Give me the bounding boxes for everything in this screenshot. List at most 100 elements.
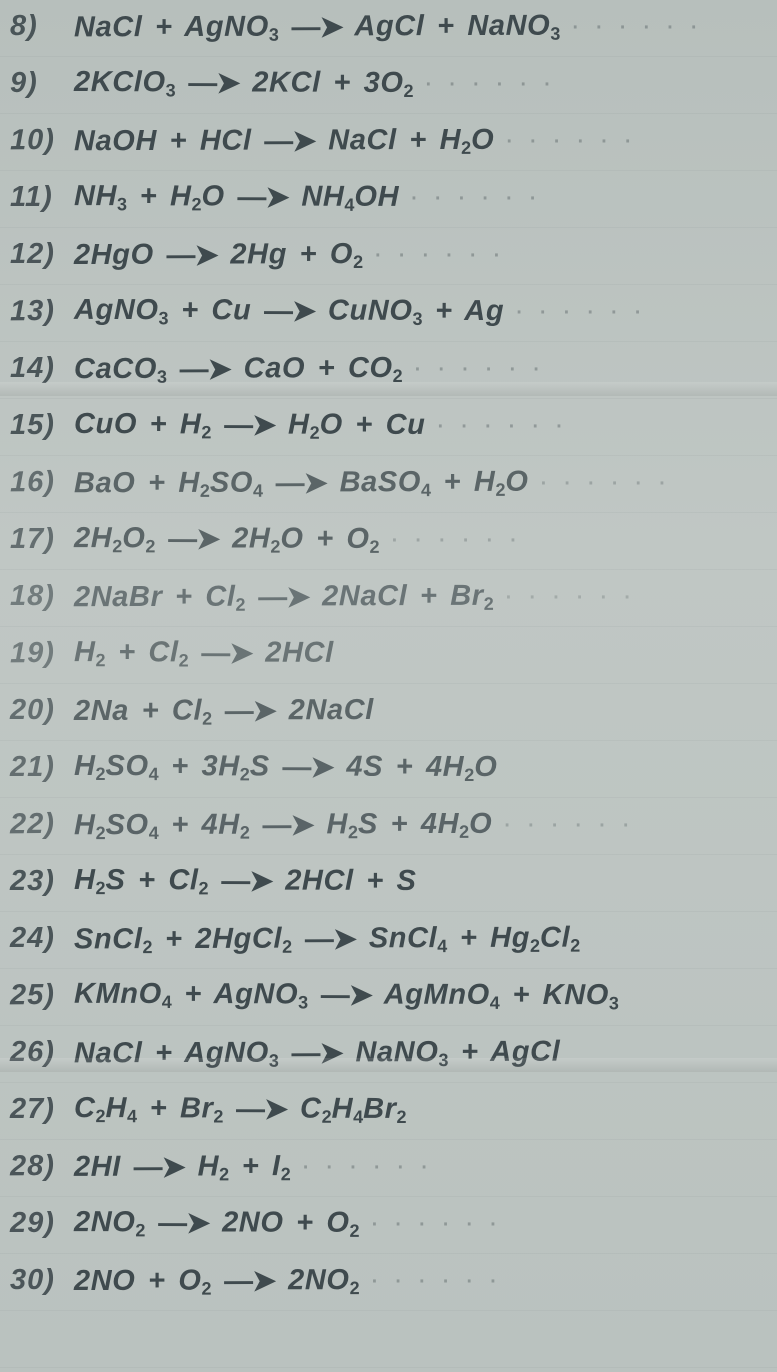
trailing-dots: · · · · · · <box>409 183 540 212</box>
equation-row: 19)H2 + Cl2 —➤ 2HCl <box>8 639 769 696</box>
equation-lhs: 2Na + Cl2 <box>74 695 212 727</box>
equation-number: 15) <box>10 411 74 440</box>
equation-lhs: CaCO3 <box>74 353 167 385</box>
trailing-dots: · · · · · · <box>413 354 544 383</box>
equation-row: 17)2H2O2 —➤ 2H2O + O2· · · · · · <box>8 525 769 582</box>
equation-lhs: NaCl + AgNO3 <box>74 1037 279 1070</box>
arrow-icon: —➤ <box>186 67 241 99</box>
arrow-icon: —➤ <box>234 1093 289 1125</box>
arrow-icon: —➤ <box>223 695 278 727</box>
equation-row: 25)KMnO4 + AgNO3 —➤ AgMnO4 + KNO3 <box>8 981 769 1038</box>
arrow-icon: —➤ <box>289 1037 344 1069</box>
equation-row: 10)NaOH + HCl —➤ NaCl + H2O· · · · · · <box>8 126 769 183</box>
equation-number: 28) <box>10 1152 74 1182</box>
equation-row: 11)NH3 + H2O —➤ NH4OH· · · · · · <box>8 183 769 240</box>
trailing-dots: · · · · · · <box>370 1266 501 1295</box>
equation-body: 2HgO —➤ 2Hg + O2 <box>74 240 363 272</box>
equation-row: 13)AgNO3 + Cu —➤ CuNO3 + Ag· · · · · · <box>8 297 769 354</box>
equation-lhs: H2S + Cl2 <box>74 864 209 896</box>
equation-rhs: 4S + 4H2O <box>346 751 497 783</box>
equation-row: 16)BaO + H2SO4 —➤ BaSO4 + H2O· · · · · · <box>8 468 769 525</box>
equation-rhs: BaSO4 + H2O <box>340 466 529 499</box>
equation-lhs: NaCl + AgNO3 <box>74 11 279 44</box>
equation-body: CuO + H2 —➤ H2O + Cu <box>74 410 426 442</box>
equation-lhs: AgNO3 + Cu <box>74 294 251 326</box>
equation-lhs: 2NO2 <box>74 1206 146 1238</box>
equation-rhs: CaO + CO2 <box>244 352 403 385</box>
equation-lhs: 2HI <box>74 1151 121 1183</box>
equation-body: KMnO4 + AgNO3 —➤ AgMnO4 + KNO3 <box>74 980 619 1012</box>
trailing-dots: · · · · · · <box>539 468 670 497</box>
equation-row: 27)C2H4 + Br2 —➤ C2H4Br2 <box>8 1095 769 1152</box>
equation-number: 30) <box>10 1266 74 1295</box>
arrow-icon: —➤ <box>303 923 358 955</box>
equation-number: 8) <box>10 12 74 41</box>
equation-rhs: 2HCl + S <box>285 865 416 897</box>
equation-body: SnCl2 + 2HgCl2 —➤ SnCl4 + Hg2Cl2 <box>74 924 580 957</box>
equation-number: 26) <box>10 1038 74 1067</box>
equation-rhs: 2HCl <box>265 637 334 669</box>
equation-row: 15)CuO + H2 —➤ H2O + Cu · · · · · · <box>8 411 769 468</box>
arrow-icon: —➤ <box>262 295 317 327</box>
equation-body: H2 + Cl2 —➤ 2HCl <box>74 638 334 670</box>
trailing-dots: · · · · · · <box>504 126 635 155</box>
equation-rhs: 2NaCl + Br2 <box>322 580 494 613</box>
trailing-dots: · · · · · · <box>301 1152 432 1181</box>
equation-rhs: SnCl4 + Hg2Cl2 <box>369 922 581 955</box>
arrow-icon: —➤ <box>222 1265 277 1297</box>
equation-number: 24) <box>10 924 74 953</box>
equation-row: 9)2KClO3 —➤ 2KCl + 3O2· · · · · · <box>8 69 769 126</box>
arrow-icon: —➤ <box>178 353 233 385</box>
equation-lhs: 2H2O2 <box>74 522 156 554</box>
equation-lhs: H2SO4 + 4H2 <box>74 809 250 842</box>
equation-rhs: NaNO3 + AgCl <box>355 1036 560 1069</box>
equation-body: NaOH + HCl —➤ NaCl + H2O <box>74 126 494 158</box>
arrow-icon: —➤ <box>235 181 290 213</box>
equation-row: 29)2NO2 —➤ 2NO + O2· · · · · · <box>8 1209 769 1266</box>
equation-rhs: H2S + 4H2O <box>326 808 492 841</box>
equation-rhs: 2NO2 <box>288 1264 360 1296</box>
arrow-icon: —➤ <box>319 979 374 1011</box>
equation-lhs: C2H4 + Br2 <box>74 1092 223 1124</box>
equation-number: 27) <box>10 1095 74 1124</box>
trailing-dots: · · · · · · <box>390 525 521 554</box>
equation-rhs: C2H4Br2 <box>300 1093 407 1125</box>
equation-body: NaCl + AgNO3 —➤ NaNO3 + AgCl <box>74 1038 560 1071</box>
equation-number: 14) <box>10 354 74 383</box>
equation-lhs: BaO + H2SO4 <box>74 467 263 500</box>
equation-rhs: CuNO3 + Ag <box>328 295 504 327</box>
equation-rhs: NaCl + H2O <box>328 124 494 157</box>
equation-lhs: SnCl2 + 2HgCl2 <box>74 923 292 956</box>
equation-row: 22)H2SO4 + 4H2 —➤ H2S + 4H2O· · · · · · <box>8 810 769 867</box>
trailing-dots: · · · · · · <box>373 240 504 269</box>
equation-body: AgNO3 + Cu —➤ CuNO3 + Ag <box>74 296 504 328</box>
equation-rhs: 2KCl + 3O2 <box>252 67 413 99</box>
arrow-icon: —➤ <box>132 1151 187 1183</box>
equation-lhs: H2SO4 + 3H2S <box>74 750 270 783</box>
equation-row: 28)2HI —➤ H2 + I2 · · · · · · <box>8 1152 769 1209</box>
equation-lhs: 2NO + O2 <box>74 1265 212 1297</box>
equation-rhs: 2Hg + O2 <box>230 238 363 270</box>
arrow-icon: —➤ <box>156 1207 211 1239</box>
trailing-dots: · · · · · · <box>436 411 567 440</box>
trailing-dots: · · · · · · <box>570 12 701 41</box>
equation-body: BaO + H2SO4 —➤ BaSO4 + H2O <box>74 468 529 501</box>
equation-row: 24)SnCl2 + 2HgCl2 —➤ SnCl4 + Hg2Cl2 <box>8 924 769 981</box>
arrow-icon: —➤ <box>289 11 344 43</box>
page: 8)NaCl + AgNO3 —➤ AgCl + NaNO3· · · · · … <box>0 0 777 1372</box>
equation-lhs: 2HgO <box>74 239 154 271</box>
arrow-icon: —➤ <box>219 865 274 897</box>
equation-rhs: H2 + I2 <box>198 1150 291 1182</box>
equation-number: 23) <box>10 867 74 896</box>
trailing-dots: · · · · · · <box>514 297 645 326</box>
equation-body: CaCO3 —➤ CaO + CO2 <box>74 354 403 386</box>
equation-number: 19) <box>10 639 74 669</box>
arrow-icon: —➤ <box>274 467 329 499</box>
equation-lhs: 2KClO3 <box>74 66 176 98</box>
equation-body: 2KClO3 —➤ 2KCl + 3O2 <box>74 68 414 100</box>
equation-number: 12) <box>10 240 74 269</box>
equation-number: 18) <box>10 582 74 611</box>
equation-number: 21) <box>10 753 74 782</box>
equation-rhs: H2O + Cu <box>288 409 426 441</box>
equation-body: NH3 + H2O —➤ NH4OH <box>74 182 399 214</box>
